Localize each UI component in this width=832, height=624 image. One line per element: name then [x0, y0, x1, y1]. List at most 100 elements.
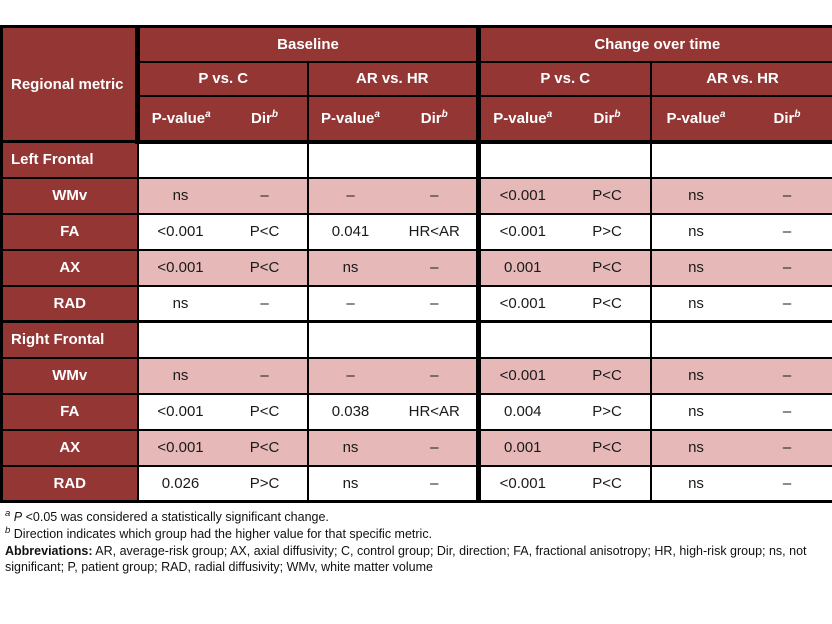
abbreviations: Abbreviations: AR, average-risk group; A…	[5, 543, 826, 577]
pvalue-cell: –	[306, 356, 393, 395]
dir-column-header: Dirb	[563, 94, 652, 144]
dir-cell: P<C	[563, 176, 652, 215]
pvalue-cell: ns	[136, 356, 223, 395]
footnote-a-marker: a	[546, 108, 553, 120]
pvalue-column-header: P-valuea	[136, 94, 223, 144]
dir-cell: P<C	[563, 356, 652, 395]
dir-cell: –	[739, 392, 832, 431]
pvalue-cell: <0.001	[477, 284, 565, 323]
pvalue-cell: <0.001	[136, 212, 223, 251]
pvalue-cell: –	[306, 284, 393, 323]
dir-cell: P<C	[563, 464, 652, 503]
pvalue-cell: <0.001	[477, 356, 565, 395]
footnote-b-text: Direction indicates which group had the …	[10, 526, 433, 541]
dir-label: Dir	[420, 109, 442, 127]
pvalue-cell: ns	[649, 284, 741, 323]
dir-column-header: Dirb	[391, 94, 482, 144]
dir-column-header: Dirb	[221, 94, 309, 144]
empty-cell	[649, 320, 832, 359]
subgroup-header-change-pvc: P vs. C	[477, 60, 652, 97]
pvalue-cell: ns	[136, 176, 223, 215]
pvalue-cell: <0.001	[477, 464, 565, 503]
metric-cell: WMv	[0, 176, 139, 215]
header-row-columns: P-valuea Dirb P-valuea Dirb P-valuea Dir…	[2, 94, 832, 144]
dir-cell: –	[739, 356, 832, 395]
header-row-subgroups: P vs. C AR vs. HR P vs. C AR vs. HR	[2, 60, 832, 97]
pvalue-column-header: P-valuea	[649, 94, 741, 144]
change-group-header: Change over time	[477, 25, 832, 63]
pvalue-cell: ns	[649, 176, 741, 215]
footnote-a-marker: a	[374, 108, 380, 120]
metric-row-ax: AX <0.001 P<C ns – 0.001 P<C ns –	[0, 428, 832, 467]
pvalue-label: P-value	[493, 109, 547, 127]
subgroup-header-baseline-pvc: P vs. C	[136, 60, 309, 97]
dir-cell: P<C	[563, 284, 652, 323]
dir-label: Dir	[251, 109, 272, 127]
pvalue-cell: ns	[649, 428, 741, 467]
dir-cell: –	[221, 284, 309, 323]
dir-label: Dir	[773, 109, 795, 127]
pvalue-cell: <0.001	[477, 176, 565, 215]
pvalue-cell: 0.001	[477, 428, 565, 467]
footnotes: a P <0.05 was considered a statistically…	[5, 509, 826, 576]
pvalue-cell: –	[306, 176, 393, 215]
empty-cell	[477, 320, 652, 359]
footnote-a-marker: a	[205, 108, 211, 120]
metric-cell: FA	[0, 392, 139, 431]
abbreviations-text: AR, average-risk group; AX, axial diffus…	[5, 543, 807, 575]
dir-cell: –	[391, 284, 482, 323]
metric-row-wmv: WMv ns – – – <0.001 P<C ns –	[0, 356, 832, 395]
pvalue-label: P-value	[321, 109, 375, 127]
metric-row-rad: RAD 0.026 P>C ns – <0.001 P<C ns –	[0, 464, 832, 503]
pvalue-cell: ns	[649, 356, 741, 395]
pvalue-label: P-value	[666, 109, 720, 127]
dir-label: Dir	[593, 109, 615, 127]
dir-cell: –	[739, 284, 832, 323]
dir-cell: P<C	[221, 428, 309, 467]
dir-cell: HR<AR	[391, 212, 482, 251]
baseline-group-header: Baseline	[136, 25, 482, 63]
metric-cell: RAD	[0, 464, 139, 503]
metric-cell: RAD	[0, 284, 139, 323]
footnote-b-marker: b	[614, 108, 621, 120]
dir-cell: P>C	[563, 212, 652, 251]
dir-cell: P<C	[221, 212, 309, 251]
footnote-a: a P <0.05 was considered a statistically…	[5, 509, 826, 526]
section-title: Right Frontal	[0, 320, 139, 359]
metric-cell: AX	[0, 248, 139, 287]
dir-cell: P>C	[563, 392, 652, 431]
pvalue-cell: <0.001	[136, 428, 223, 467]
dir-cell: –	[739, 464, 832, 503]
pvalue-cell: <0.001	[477, 212, 565, 251]
empty-cell	[649, 140, 832, 179]
footnote-b-marker: b	[441, 108, 448, 120]
footnote-a-marker: a	[5, 507, 11, 519]
pvalue-cell: 0.004	[477, 392, 565, 431]
metric-cell: AX	[0, 428, 139, 467]
pvalue-cell: 0.038	[306, 392, 393, 431]
footnote-b-marker: b	[271, 108, 278, 120]
dir-cell: P<C	[221, 392, 309, 431]
subgroup-header-change-arhr: AR vs. HR	[649, 60, 832, 97]
section-row-right-frontal: Right Frontal	[0, 320, 832, 359]
pvalue-cell: ns	[306, 428, 393, 467]
dir-cell: –	[221, 176, 309, 215]
dir-cell: –	[391, 464, 482, 503]
metric-row-wmv: WMv ns – – – <0.001 P<C ns –	[0, 176, 832, 215]
metric-row-fa: FA <0.001 P<C 0.038 HR<AR 0.004 P>C ns –	[0, 392, 832, 431]
dir-cell: P<C	[563, 428, 652, 467]
pvalue-cell: ns	[649, 464, 741, 503]
empty-cell	[477, 140, 652, 179]
pvalue-cell: ns	[649, 212, 741, 251]
regional-metric-header: Regional metric	[0, 25, 140, 143]
footnote-a-italic: P	[13, 510, 23, 524]
section-row-left-frontal: Left Frontal	[0, 140, 832, 179]
pvalue-cell: ns	[306, 464, 393, 503]
footnote-b-marker: b	[794, 108, 801, 120]
dir-cell: P<C	[563, 248, 652, 287]
metric-row-fa: FA <0.001 P<C 0.041 HR<AR <0.001 P>C ns …	[0, 212, 832, 251]
footnote-a-text: <0.05 was considered a statistically sig…	[22, 510, 329, 524]
pvalue-cell: 0.026	[136, 464, 223, 503]
dir-cell: –	[391, 356, 482, 395]
pvalue-cell: ns	[649, 392, 741, 431]
